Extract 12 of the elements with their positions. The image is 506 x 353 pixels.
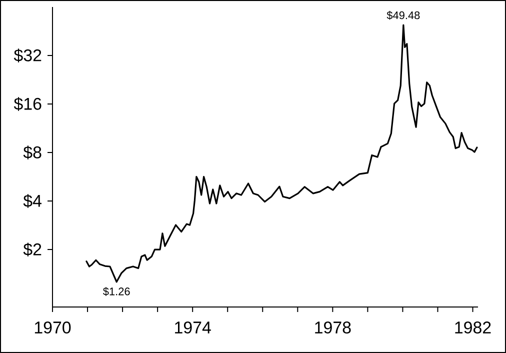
annotation: $49.48 (386, 10, 420, 20)
line-series (86, 24, 478, 283)
y-tick-label: $4 (23, 194, 42, 208)
x-tick-label: 1982 (455, 322, 491, 334)
x-tick-label: 1978 (315, 322, 351, 334)
y-tick-label: $16 (14, 97, 42, 111)
y-tick-label: $2 (23, 242, 42, 256)
x-tick-label: 1974 (175, 322, 211, 334)
annotation: $1.26 (103, 287, 130, 296)
y-tick-label: $32 (14, 48, 42, 62)
x-tick-label: 1970 (34, 322, 71, 334)
y-tick-label: $8 (23, 146, 42, 160)
